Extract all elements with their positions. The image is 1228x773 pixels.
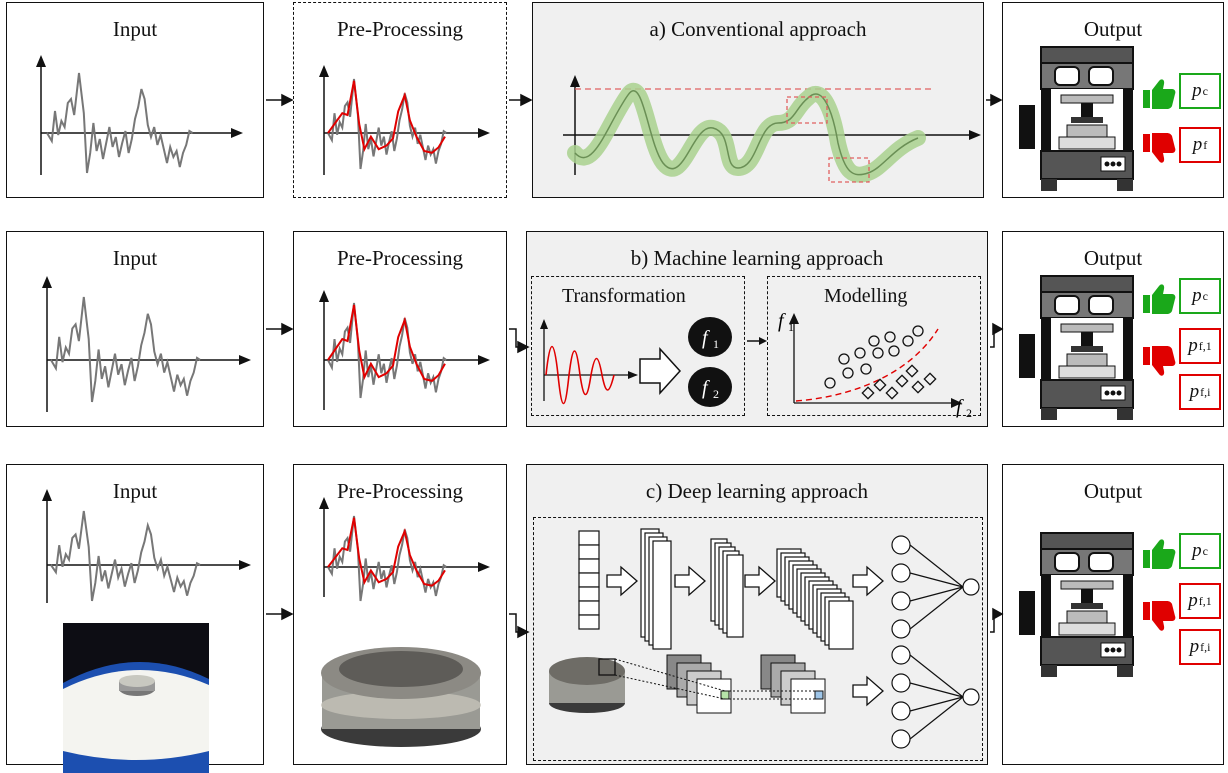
transformation-box: Transformation f 1 f 2	[531, 276, 745, 416]
cnn-layers-icon	[549, 528, 980, 749]
feature-2-sub: 2	[713, 387, 719, 401]
row-a-input-signal	[36, 55, 243, 175]
row-a-pre-signal	[319, 65, 490, 175]
row-b-output-pfi: p f,i	[1179, 374, 1221, 410]
row-a-preprocessing-box: Pre-Processing	[293, 2, 507, 198]
deep-learning-inner-box	[533, 517, 983, 761]
press-machine-icon	[1019, 532, 1134, 677]
feature-1-label: f	[702, 327, 710, 349]
row-b-input-box: Input	[6, 231, 264, 427]
row-a-approach-title: a) Conventional approach	[649, 17, 867, 41]
row-c-approach-title: c) Deep learning approach	[645, 479, 869, 503]
modelling-plot: f 1 f 2	[778, 310, 972, 420]
row-a-input-title: Input	[112, 17, 158, 41]
transformation-plot: f 1 f 2	[540, 317, 732, 407]
modelling-axis-x-sub: 2	[966, 406, 972, 420]
row-b-preprocessing-box: Pre-Processing	[293, 231, 507, 427]
neural-network-icon	[891, 645, 980, 749]
press-machine-icon	[1019, 275, 1134, 420]
row-c-output-pfi: p f,i	[1179, 629, 1221, 665]
modelling-axis-y: f	[778, 310, 786, 332]
modelling-axis-x: f	[956, 396, 964, 418]
row-a-output-title: Output	[1083, 17, 1143, 41]
row-c-output-pf1: p f,1	[1179, 583, 1221, 619]
modelling-axis-y-sub: 1	[788, 320, 794, 334]
row-c-input-title: Input	[112, 479, 158, 503]
row-c-approach-box: c) Deep learning approach	[526, 464, 988, 765]
thumbs-down-icon	[1143, 133, 1176, 163]
neural-network-icon	[891, 535, 980, 639]
row-a-conventional-plot	[563, 75, 981, 183]
pellet-closeup-icon	[321, 647, 481, 747]
thumbs-up-icon	[1143, 79, 1176, 109]
thumbs-down-icon	[1143, 346, 1176, 376]
thumbs-down-icon	[1143, 601, 1176, 631]
press-machine-icon	[1019, 46, 1134, 191]
row-c-preprocessing-box: Pre-Processing	[293, 464, 507, 765]
arrow-transformation-modelling	[747, 337, 767, 345]
feature-1-sub: 1	[713, 337, 719, 351]
row-b-approach-title: b) Machine learning approach	[630, 246, 884, 270]
feature-2-label: f	[702, 377, 710, 399]
row-a-approach-box: a) Conventional approach	[532, 2, 984, 198]
row-a-pre-title: Pre-Processing	[337, 17, 463, 41]
row-b-output-title: Output	[1083, 246, 1143, 270]
row-b-pre-signal	[319, 290, 490, 410]
row-c-input-box: Input	[6, 464, 264, 773]
row-c-pre-title: Pre-Processing	[337, 479, 463, 503]
transformation-label: Transformation	[562, 285, 686, 307]
modelling-box: Modelling f 1 f 2	[767, 276, 981, 420]
row-b-input-signal	[42, 276, 251, 412]
row-c-pre-signal	[319, 497, 490, 602]
row-b-pre-title: Pre-Processing	[337, 246, 463, 270]
modelling-label: Modelling	[824, 285, 908, 307]
row-c-input-signal	[42, 489, 251, 603]
thumbs-up-icon	[1143, 284, 1176, 314]
thumbs-up-icon	[1143, 539, 1176, 569]
row-a-input-box: Input	[6, 2, 264, 198]
row-c-output-title: Output	[1083, 479, 1143, 503]
row-b-output-pf1: p f,1	[1179, 328, 1221, 364]
row-b-approach-box: b) Machine learning approach Transformat…	[526, 231, 988, 427]
row-b-input-title: Input	[112, 246, 158, 270]
pellet-photo-icon	[63, 623, 209, 773]
